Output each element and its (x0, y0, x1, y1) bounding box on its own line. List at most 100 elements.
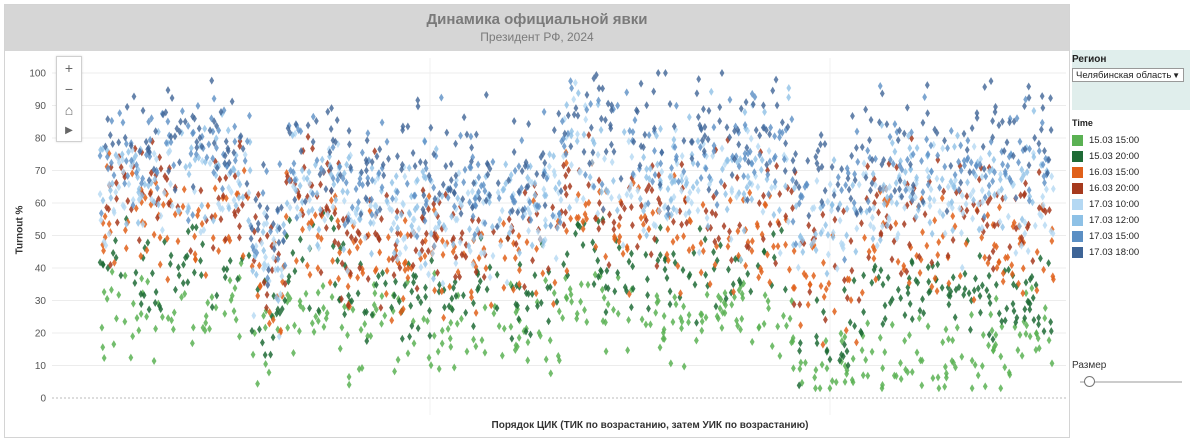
turnout-point (982, 382, 988, 391)
turnout-point (925, 150, 931, 159)
size-slider[interactable] (1072, 373, 1190, 389)
pan-arrow-icon[interactable]: ▶ (65, 125, 73, 136)
turnout-point (398, 308, 404, 317)
turnout-point (812, 373, 818, 382)
turnout-point (575, 111, 581, 120)
turnout-point (1013, 224, 1019, 233)
turnout-point (395, 152, 400, 161)
turnout-point (776, 220, 782, 229)
turnout-point (856, 295, 862, 304)
turnout-point (990, 335, 996, 344)
turnout-point (214, 163, 220, 172)
turnout-point (146, 176, 152, 185)
turnout-point (843, 181, 849, 190)
turnout-point (310, 144, 315, 153)
turnout-point (149, 114, 154, 123)
legend-item[interactable]: 16.03 20:00 (1072, 180, 1190, 196)
turnout-point (797, 339, 803, 348)
map-toolbar: + − ⌂ ▶ (56, 56, 82, 142)
turnout-point (571, 110, 577, 119)
legend-item[interactable]: 17.03 15:00 (1072, 228, 1190, 244)
turnout-point (881, 199, 887, 208)
turnout-point (661, 312, 667, 321)
turnout-point (981, 164, 987, 173)
turnout-point (168, 179, 173, 188)
turnout-point (600, 84, 605, 93)
turnout-point (920, 188, 926, 197)
turnout-point (249, 326, 255, 335)
zoom-in-button[interactable]: + (64, 59, 74, 76)
home-icon[interactable]: ⌂ (64, 101, 74, 118)
turnout-point (962, 269, 968, 278)
turnout-point (887, 132, 893, 141)
turnout-point (1048, 327, 1054, 336)
turnout-point (115, 154, 121, 163)
turnout-point (761, 191, 766, 200)
turnout-point (598, 266, 604, 275)
turnout-point (516, 315, 522, 324)
turnout-point (664, 250, 670, 259)
turnout-point (615, 309, 621, 318)
turnout-point (944, 207, 950, 216)
turnout-point (1024, 168, 1030, 177)
turnout-point (907, 144, 913, 153)
turnout-point (657, 180, 663, 189)
turnout-point (111, 340, 117, 349)
turnout-point (140, 220, 146, 229)
turnout-point (775, 322, 781, 331)
turnout-point (413, 246, 419, 255)
turnout-point (952, 142, 957, 151)
legend-item[interactable]: 15.03 20:00 (1072, 148, 1190, 164)
turnout-point (884, 120, 890, 129)
turnout-point (260, 338, 265, 347)
turnout-point (246, 251, 252, 260)
turnout-point (977, 160, 983, 169)
turnout-point (149, 195, 155, 204)
turnout-point (140, 174, 146, 183)
turnout-point (453, 180, 459, 189)
turnout-point (712, 260, 718, 269)
turnout-point (373, 305, 379, 314)
turnout-point (328, 170, 334, 179)
turnout-point (116, 138, 122, 147)
turnout-point (166, 167, 172, 176)
turnout-point (255, 285, 261, 294)
turnout-point (368, 331, 374, 340)
legend-item[interactable]: 17.03 10:00 (1072, 196, 1190, 212)
turnout-point (246, 216, 251, 225)
turnout-point (852, 170, 858, 179)
turnout-point (231, 165, 237, 174)
turnout-point (436, 198, 442, 207)
turnout-point (630, 170, 636, 179)
turnout-point (616, 237, 622, 246)
turnout-point (130, 195, 136, 204)
turnout-point (360, 180, 365, 189)
turnout-point (624, 190, 630, 199)
turnout-point (959, 263, 965, 272)
turnout-point (839, 165, 845, 174)
zoom-out-button[interactable]: − (64, 80, 74, 97)
turnout-point (897, 176, 903, 185)
legend-item[interactable]: 15.03 15:00 (1072, 132, 1190, 148)
turnout-point (858, 205, 863, 214)
turnout-point (477, 277, 483, 286)
legend-item[interactable]: 16.03 15:00 (1072, 164, 1190, 180)
turnout-point (965, 136, 971, 145)
turnout-point (775, 242, 781, 251)
turnout-point (771, 229, 776, 238)
legend-swatch (1072, 198, 1083, 210)
turnout-point (1050, 229, 1056, 238)
turnout-point (547, 150, 553, 159)
legend-item[interactable]: 17.03 18:00 (1072, 244, 1190, 260)
turnout-point (993, 102, 998, 111)
region-select[interactable]: Челябинская область ▼ (1072, 68, 1184, 82)
turnout-point (711, 141, 717, 150)
size-slider-thumb[interactable] (1084, 376, 1095, 387)
turnout-point (1004, 138, 1010, 147)
turnout-point (1039, 212, 1044, 221)
turnout-point (659, 148, 665, 157)
legend-item[interactable]: 17.03 12:00 (1072, 212, 1190, 228)
turnout-point (540, 149, 546, 158)
turnout-point (426, 171, 432, 180)
